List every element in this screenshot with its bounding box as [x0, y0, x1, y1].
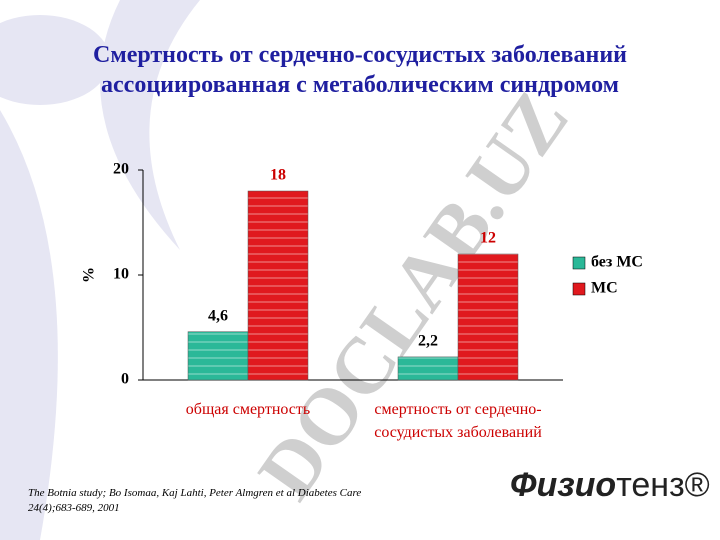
data-label: 4,6 [208, 307, 228, 324]
background-decor [0, 0, 200, 540]
legend-swatch [572, 256, 586, 270]
y-axis-label: % [81, 267, 98, 283]
data-label: 2,2 [418, 333, 438, 350]
footnote: The Botnia study; Bo Isomaa, Kaj Lahti, … [28, 487, 362, 514]
legend-swatch [572, 282, 586, 296]
legend-label: МС [591, 280, 618, 297]
bar [247, 190, 309, 381]
data-label: 12 [480, 230, 496, 247]
logo: Физиотенз® [510, 466, 710, 505]
logo-light: тенз® [616, 466, 710, 504]
y-tick-label: 0 [121, 371, 129, 388]
y-tick-label: 20 [113, 161, 129, 178]
bar [187, 331, 249, 381]
chart-title: Смертность от сердечно-сосудистых заболе… [93, 42, 627, 98]
logo-bold: Физио [510, 466, 617, 504]
bar [457, 253, 519, 381]
bar [397, 356, 459, 381]
x-tick-label: смертность от сердечно-сосудистых заболе… [374, 401, 542, 441]
x-tick-label: общая смертность [185, 401, 311, 418]
y-tick-label: 10 [113, 266, 129, 283]
legend-label: без МС [591, 254, 643, 271]
data-label: 18 [270, 167, 286, 184]
